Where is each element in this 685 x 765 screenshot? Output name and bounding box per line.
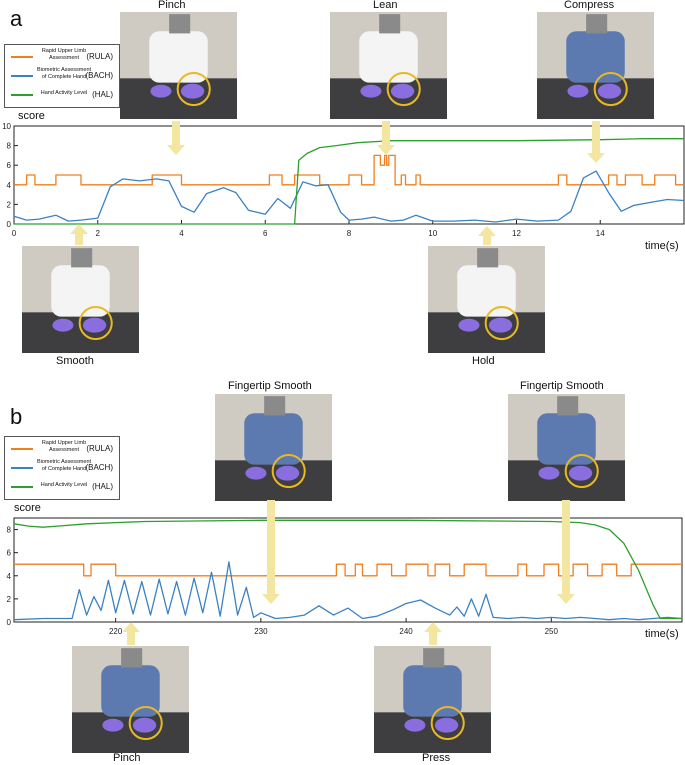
legend-bach-swatch (11, 75, 33, 77)
xtick-label-a-14: 14 (596, 229, 605, 238)
legend-hal-abbr: (HAL) (92, 90, 113, 99)
legend-hal-name: Hand Activity Level (40, 90, 88, 96)
legend-rula-entry: Rapid Upper Limb Assessment (RULA) (5, 47, 119, 67)
legend-hal-entry: Hand Activity Level (HAL) (5, 85, 119, 105)
series-rula-line-b (14, 563, 682, 577)
ytick-label-a-6: 6 (7, 161, 12, 170)
photo-illustration (22, 246, 139, 353)
series-bach-line-a (13, 170, 685, 223)
photo-label-pinch-a: Pinch (158, 0, 186, 11)
legend-bach-entry: Biometric Assessment of Complete Hand (B… (5, 66, 119, 86)
ytick-label-a-2: 2 (7, 200, 12, 209)
ytick-label-a-0: 0 (7, 220, 12, 229)
legend-rula-abbr-b: (RULA) (86, 444, 113, 453)
series-rula-line-a (14, 154, 684, 186)
legend-rula-abbr: (RULA) (86, 52, 113, 61)
photo-pinch-b (72, 646, 189, 753)
legend-hal-swatch-b (11, 486, 33, 488)
photo-label-fingertip-smooth-2: Fingertip Smooth (520, 380, 604, 392)
legend-bach-abbr: (BACH) (85, 71, 113, 80)
ytick-label-b-4: 4 (7, 572, 12, 581)
plot-frame-b (13, 517, 683, 623)
photo-label-pinch-b: Pinch (113, 752, 141, 764)
photo-illustration (120, 12, 237, 119)
photo-lean (330, 12, 447, 119)
photo-fingertip-smooth-2 (508, 394, 625, 501)
photo-label-compress: Compress (564, 0, 615, 11)
pointer-arrow-5 (262, 500, 280, 604)
ytick-label-b-8: 8 (7, 526, 12, 535)
photo-smooth (22, 246, 139, 353)
series-hal-line-b (13, 519, 682, 620)
legend-bach-entry-b: Biometric Assessment of Complete Hand (B… (5, 458, 119, 478)
photo-illustration (215, 394, 332, 501)
pointer-arrow-1 (377, 121, 395, 155)
xtick-label-a-4: 4 (179, 229, 184, 238)
pointer-arrow-3 (70, 224, 88, 245)
ytick-label-a-10: 10 (2, 122, 11, 131)
xtick-label-b-220: 220 (109, 627, 123, 636)
xtick-label-b-250: 250 (545, 627, 559, 636)
photo-illustration (374, 646, 491, 753)
legend-hal-abbr-b: (HAL) (92, 482, 113, 491)
photo-press (374, 646, 491, 753)
series-hal-line-a (14, 138, 684, 225)
photo-illustration (330, 12, 447, 119)
legend-hal-swatch (11, 94, 33, 96)
legend-bach-name-b: Biometric Assessment of Complete Hand (36, 459, 92, 472)
panel-b-legend: Rapid Upper Limb Assessment (RULA) Biome… (4, 436, 120, 500)
legend-bach-abbr-b: (BACH) (85, 463, 113, 472)
panel-b-letter: b (10, 404, 23, 429)
legend-rula-name: Rapid Upper Limb Assessment (41, 48, 87, 61)
photo-illustration (72, 646, 189, 753)
legend-bach-name: Biometric Assessment of Complete Hand (36, 67, 92, 80)
photo-pinch-a (120, 12, 237, 119)
photo-hold (428, 246, 545, 353)
xtick-label-a-8: 8 (347, 229, 352, 238)
pointer-arrow-4 (478, 226, 496, 245)
photo-label-lean: Lean (373, 0, 398, 11)
ytick-label-a-4: 4 (7, 181, 12, 190)
ytick-label-a-8: 8 (7, 142, 12, 151)
legend-hal-name-b: Hand Activity Level (40, 482, 88, 488)
panel-a-ylabel: score (18, 110, 45, 122)
ytick-label-b-0: 0 (7, 618, 12, 627)
panel-b-ylabel: score (14, 502, 41, 514)
photo-illustration (508, 394, 625, 501)
panel-a-legend: Rapid Upper Limb Assessment (RULA) Biome… (4, 44, 120, 108)
legend-rula-swatch (11, 56, 33, 58)
panel-a-xlabel: time(s) (645, 240, 679, 252)
xtick-label-a-12: 12 (512, 229, 521, 238)
photo-label-smooth: Smooth (56, 355, 94, 367)
ytick-label-b-6: 6 (7, 549, 12, 558)
panel-a-letter: a (10, 6, 23, 31)
photo-illustration (537, 12, 654, 119)
photo-illustration (428, 246, 545, 353)
legend-rula-name-b: Rapid Upper Limb Assessment (41, 440, 87, 453)
photo-fingertip-smooth-1 (215, 394, 332, 501)
pointer-arrow-7 (122, 622, 140, 645)
pointer-arrow-0 (167, 121, 185, 155)
legend-bach-swatch-b (11, 467, 33, 469)
pointer-arrow-6 (557, 500, 575, 604)
photo-label-press: Press (422, 752, 451, 764)
xtick-label-b-230: 230 (254, 627, 268, 636)
pointer-arrow-2 (587, 121, 605, 163)
photo-label-fingertip-smooth-1: Fingertip Smooth (228, 380, 312, 392)
xtick-label-a-10: 10 (428, 229, 437, 238)
pointer-arrow-8 (424, 622, 442, 645)
photo-compress (537, 12, 654, 119)
photo-label-hold: Hold (472, 355, 495, 367)
panel-b-xlabel: time(s) (645, 628, 679, 640)
series-bach-line-b (13, 561, 683, 621)
legend-hal-entry-b: Hand Activity Level (HAL) (5, 477, 119, 497)
xtick-label-a-2: 2 (96, 229, 101, 238)
xtick-label-a-6: 6 (263, 229, 268, 238)
xtick-label-b-240: 240 (399, 627, 413, 636)
ytick-label-b-2: 2 (7, 595, 12, 604)
legend-rula-entry-b: Rapid Upper Limb Assessment (RULA) (5, 439, 119, 459)
legend-rula-swatch-b (11, 448, 33, 450)
xtick-label-a-0: 0 (12, 229, 17, 238)
